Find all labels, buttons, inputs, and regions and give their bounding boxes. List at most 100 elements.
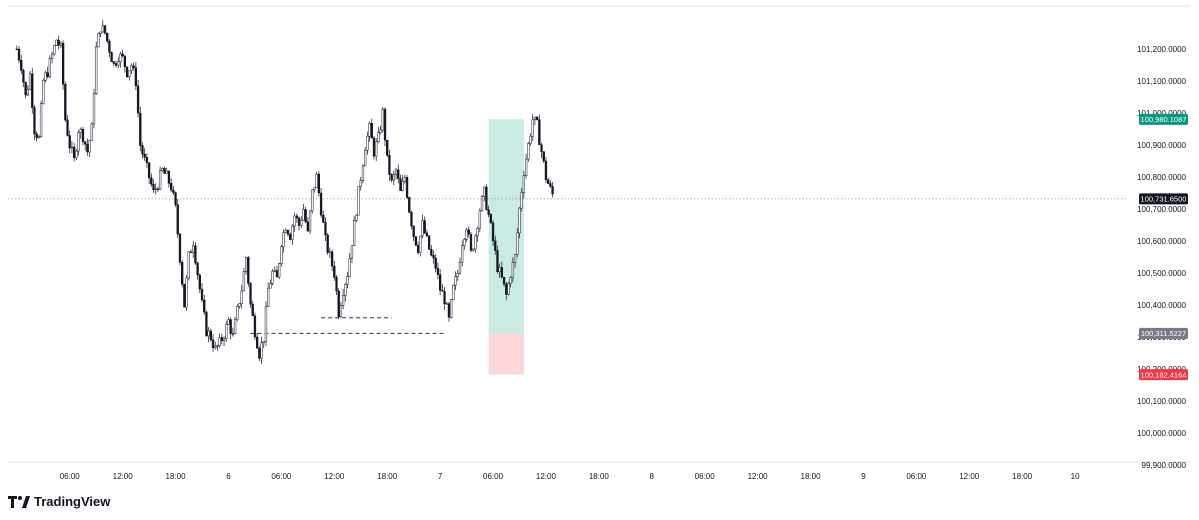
candle-body [330, 251, 334, 267]
candle-body [339, 305, 343, 317]
candle-body [544, 160, 548, 180]
y-tick-label: 101,000.0000 [1137, 109, 1186, 118]
stop-zone [488, 333, 524, 375]
candle-body [352, 220, 356, 246]
candle-body [187, 251, 190, 279]
candle-body [350, 245, 354, 259]
candle-body [84, 141, 87, 145]
candle-body [458, 261, 462, 274]
candle-body [244, 257, 248, 272]
candle-body [326, 234, 329, 253]
candle-body [535, 116, 539, 120]
candle-body [233, 319, 237, 335]
candle-body [520, 192, 523, 209]
x-tick-label: 18:00 [377, 472, 398, 481]
candle-body [198, 274, 201, 290]
candle-body [304, 209, 307, 223]
candle-body [200, 288, 204, 301]
candle-body [108, 40, 111, 53]
candle-body [165, 170, 168, 174]
candle-body [436, 268, 440, 275]
candle-body [68, 135, 71, 149]
candle-body [394, 169, 398, 175]
candle-body [22, 70, 25, 83]
brand-name: TradingView [34, 494, 111, 509]
candle-body [397, 169, 400, 179]
candle-body [231, 333, 235, 335]
candle-body [260, 342, 263, 359]
y-tick-label: 100,500.0000 [1137, 269, 1186, 278]
candle-body [348, 258, 351, 277]
candle-body [79, 128, 82, 133]
candle-body [75, 150, 78, 159]
candle-body [315, 173, 318, 189]
y-tick-label: 100,900.0000 [1137, 141, 1186, 150]
candle-body [48, 58, 52, 78]
tradingview-logo-icon [8, 495, 30, 508]
candle-body [15, 48, 18, 51]
candle-body [181, 262, 184, 285]
candle-body [227, 319, 230, 325]
candle-body [346, 276, 349, 285]
candle-body [469, 234, 473, 251]
candle-body [364, 149, 367, 167]
candle-body [70, 146, 74, 149]
candle-body [513, 254, 517, 263]
tradingview-logo[interactable]: TradingView [8, 494, 110, 509]
candle-body [375, 141, 378, 157]
candle-body [57, 39, 60, 46]
candle-body [196, 262, 199, 276]
y-tick-label: 100,000.0000 [1137, 429, 1186, 438]
candle-body [419, 235, 422, 253]
candle-body [414, 236, 418, 246]
candle-body [498, 267, 501, 272]
candle-body [125, 66, 129, 77]
candle-body [366, 135, 369, 151]
candle-body [114, 63, 118, 66]
x-tick-label: 06:00 [483, 472, 504, 481]
candle-body [282, 232, 285, 247]
x-tick-label: 8 [650, 472, 655, 481]
x-tick-label: 12:00 [113, 472, 134, 481]
candle-body [509, 277, 512, 284]
candle-body [258, 347, 261, 359]
candle-body [119, 53, 122, 62]
candle-body [410, 212, 413, 227]
candle-body [33, 107, 36, 135]
candle-body [128, 70, 131, 77]
candle-body [46, 72, 49, 78]
x-tick-label: 9 [861, 472, 866, 481]
x-tick-label: 10 [1071, 472, 1080, 481]
candle-body [264, 306, 268, 342]
candle-body [388, 154, 391, 175]
candle-body [28, 73, 32, 90]
candle-body [293, 215, 296, 227]
candle-body [214, 345, 217, 349]
candle-body [39, 103, 43, 137]
candle-body [452, 284, 455, 300]
candle-body [209, 330, 212, 341]
candle-body [101, 25, 104, 33]
candle-body [77, 132, 80, 152]
candle-body [416, 244, 420, 253]
candle-body [284, 230, 287, 233]
candle-body [494, 240, 497, 251]
candle-body [308, 210, 312, 232]
candle-body [132, 65, 135, 69]
candle-body [169, 182, 173, 191]
x-tick-label: 18:00 [801, 472, 822, 481]
x-tick-label: 12:00 [959, 472, 980, 481]
candle-body [443, 290, 446, 305]
candle-body [24, 81, 27, 96]
candle-body [377, 132, 380, 142]
stop-price-tag-label: 100,182.4164 [1141, 370, 1187, 379]
candle-body [319, 192, 323, 216]
candle-body [531, 119, 534, 137]
candle-body [267, 287, 270, 307]
candle-body [218, 337, 221, 346]
candle-body [518, 207, 521, 234]
candle-body [253, 315, 257, 338]
candle-body [524, 158, 528, 176]
